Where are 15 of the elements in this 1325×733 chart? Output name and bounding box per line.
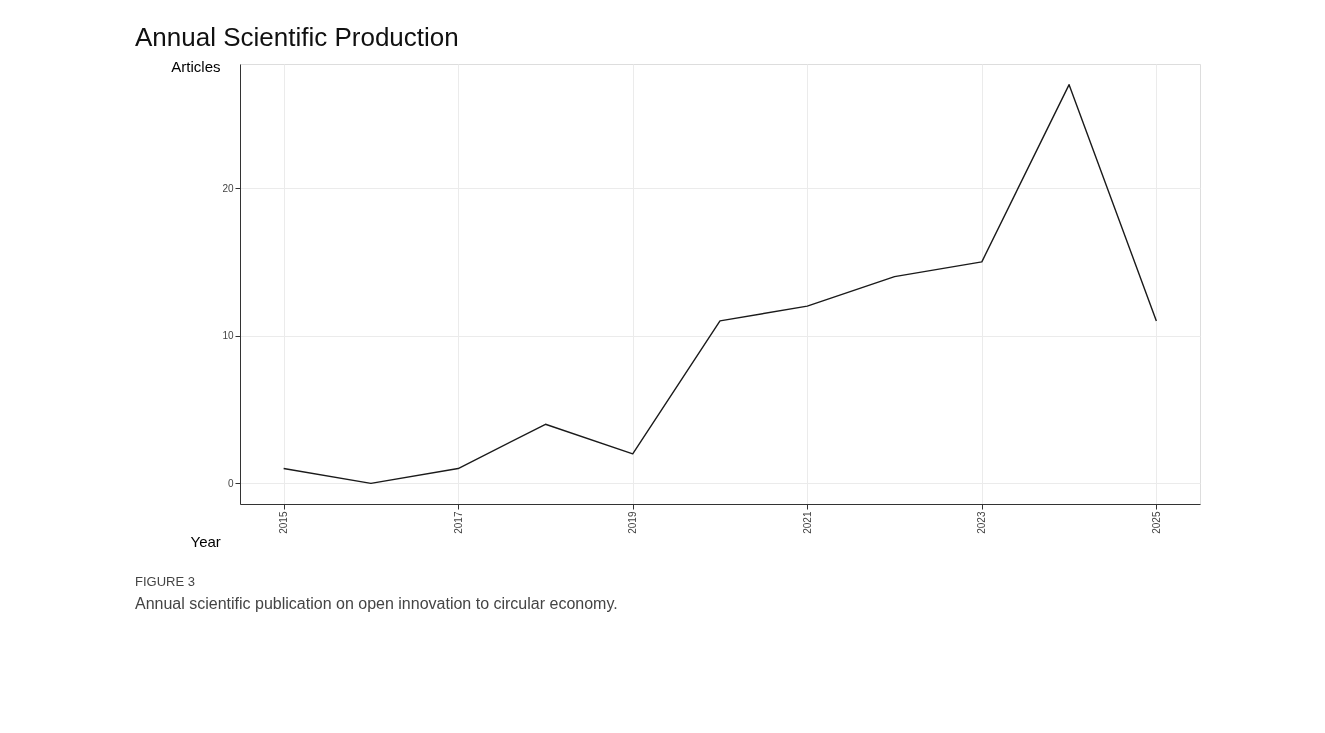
x-tick-label: 2025	[1150, 511, 1162, 534]
y-tick-label: 20	[222, 182, 234, 194]
x-tick-label: 2019	[627, 511, 639, 534]
x-tick-label: 2021	[801, 511, 813, 534]
chart-title: Annual Scientific Production	[135, 22, 459, 52]
x-tick-label: 2015	[278, 511, 290, 534]
x-tick-label: 2017	[452, 511, 464, 534]
caption: FIGURE 3	[135, 574, 195, 589]
y-tick-label: 10	[222, 330, 234, 342]
y-tick-label: 0	[227, 477, 234, 489]
line-series	[282, 83, 1158, 485]
x-tick-label: 2023	[976, 511, 988, 534]
y-axis-title: Articles	[171, 57, 221, 75]
x-axis-title: Year	[190, 532, 221, 550]
text: Annual scientific publication on open innovation to circular economy.	[135, 595, 618, 612]
